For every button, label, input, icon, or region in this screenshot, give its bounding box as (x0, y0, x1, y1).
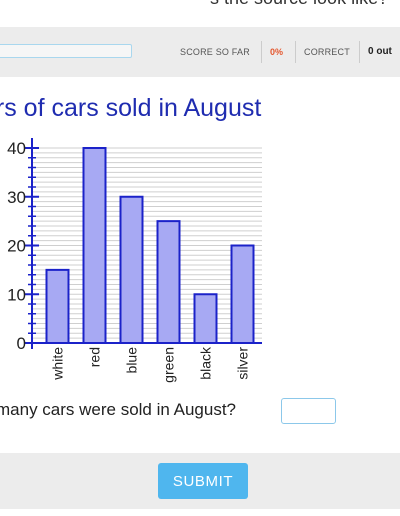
y-tick-label: 30 (7, 188, 26, 207)
bar (230, 244, 255, 344)
bar (119, 195, 144, 344)
score-label: SCORE SO FAR (180, 47, 250, 57)
y-tick-label: 10 (7, 285, 26, 304)
score-header: SCORE SO FAR 0% CORRECT 0 out (0, 27, 400, 77)
y-tick-label: 0 (17, 334, 26, 353)
x-tick-label: black (198, 346, 214, 380)
bar (45, 268, 70, 344)
x-tick-label: white (50, 347, 66, 381)
y-tick-label: 20 (7, 237, 26, 256)
x-tick-label: red (87, 347, 103, 367)
correct-label: CORRECT (304, 47, 350, 57)
footer-bar: SUBMIT (0, 453, 400, 509)
progress-bar (0, 44, 132, 58)
x-tick-label: green (161, 347, 177, 383)
chart-title: ors of cars sold in August (0, 94, 262, 122)
question-text: many cars were sold in August? (0, 400, 237, 419)
divider (261, 41, 262, 63)
caption-text: s the source look like? (210, 0, 388, 9)
bar (193, 293, 218, 344)
correct-value: 0 out (368, 46, 392, 57)
bar (82, 147, 107, 344)
question-caption: s the source look like? (0, 0, 400, 22)
divider (359, 41, 360, 63)
bar-chart: white red blue green black silver 0 10 20 30 40 (7, 138, 262, 383)
divider (295, 41, 296, 63)
answer-input[interactable] (281, 398, 336, 424)
y-tick-label: 40 (7, 139, 26, 158)
x-tick-label: silver (235, 347, 251, 380)
submit-button[interactable]: SUBMIT (158, 463, 248, 499)
score-value: 0% (270, 47, 284, 57)
x-tick-label: blue (124, 347, 140, 374)
bar (156, 220, 181, 344)
